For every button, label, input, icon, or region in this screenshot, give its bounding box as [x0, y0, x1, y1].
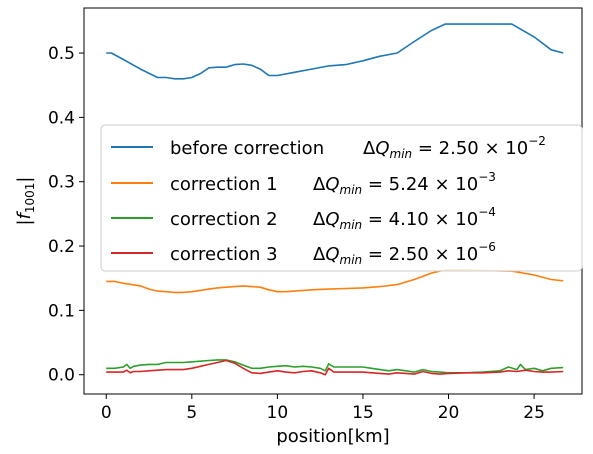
y-tick-label: 0.1 — [48, 301, 75, 321]
y-tick-label: 0.2 — [48, 237, 75, 257]
series-line-4 — [106, 359, 564, 376]
y-tick-label: 0.5 — [48, 44, 75, 64]
x-tick-label: 0 — [101, 403, 112, 423]
x-axis-ticks: 0 5 10 15 20 25 — [101, 394, 545, 423]
y-tick-label: 0.4 — [48, 108, 75, 128]
series-line-1 — [106, 23, 564, 80]
series-line-2 — [106, 269, 564, 294]
legend-box — [100, 124, 583, 272]
legend-math-2: ΔQmin = 5.24 × 10−3 — [313, 170, 496, 197]
x-tick-label: 25 — [523, 403, 545, 423]
legend-label-1: before correction — [170, 138, 324, 159]
series-line-3 — [106, 359, 564, 374]
y-axis-ticks: 0.0 0.1 0.2 0.3 0.4 0.5 — [48, 44, 84, 386]
x-tick-label: 20 — [438, 403, 460, 423]
legend-math-1: ΔQmin = 2.50 × 10−2 — [363, 134, 546, 161]
y-tick-label: 0.0 — [48, 366, 75, 386]
legend-entries: before correction ΔQmin = 2.50 × 10−2 corr… — [111, 134, 546, 267]
legend-label-4: correction 3 — [170, 244, 278, 265]
x-tick-label: 10 — [267, 403, 289, 423]
legend-math-3: ΔQmin = 4.10 × 10−4 — [313, 205, 496, 232]
legend-math-4: ΔQmin = 2.50 × 10−6 — [313, 240, 496, 267]
x-tick-label: 15 — [352, 403, 374, 423]
y-axis-label: |f1001| — [14, 176, 37, 225]
legend: before correction ΔQmin = 2.50 × 10−2 corr… — [100, 124, 583, 272]
legend-label-3: correction 2 — [170, 209, 278, 230]
x-tick-label: 5 — [186, 403, 197, 423]
x-axis-label: position[km] — [276, 426, 389, 447]
legend-label-2: correction 1 — [170, 174, 278, 195]
y-tick-label: 0.3 — [48, 173, 75, 193]
